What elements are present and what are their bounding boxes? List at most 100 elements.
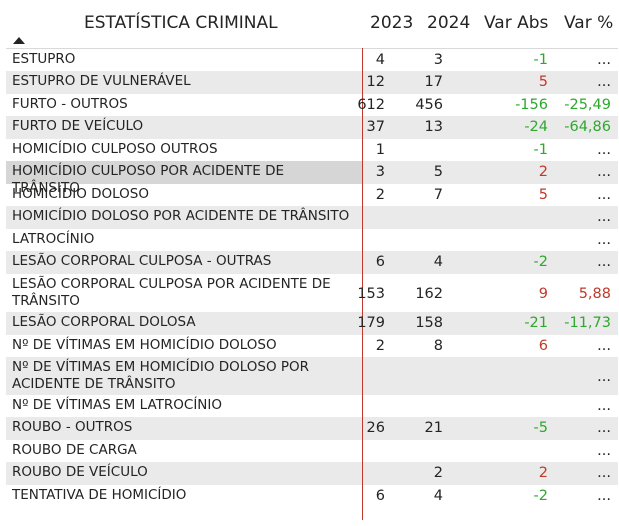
row-2023-value: 153 <box>357 286 385 302</box>
row-2024-value: 21 <box>424 420 443 436</box>
row-2023-value: 12 <box>366 74 385 90</box>
table-row[interactable]: LATROCÍNIO... <box>6 229 618 251</box>
header-col-2024[interactable]: 2024 <box>427 13 471 33</box>
row-category: LATROCÍNIO <box>12 231 95 247</box>
row-2023-value: 179 <box>357 315 385 331</box>
row-var-abs-value: -156 <box>515 97 548 113</box>
row-var-pct-value: -64,86 <box>564 119 611 135</box>
row-category: Nº DE VÍTIMAS EM HOMICÍDIO DOLOSO POR AC… <box>12 359 310 392</box>
row-category: HOMICÍDIO CULPOSO POR ACIDENTE DE TRÂNSI… <box>12 163 285 196</box>
row-var-pct-value: -25,49 <box>564 97 611 113</box>
row-2023-value: 2 <box>375 338 385 354</box>
row-var-abs-value: -21 <box>524 315 548 331</box>
table-row[interactable]: HOMICÍDIO DOLOSO 2 7 5... <box>6 184 618 206</box>
row-category: ROUBO DE CARGA <box>12 442 137 458</box>
table-row[interactable]: HOMICÍDIO DOLOSO POR ACIDENTE DE TRÂNSIT… <box>6 206 618 229</box>
table-row[interactable]: Nº DE VÍTIMAS EM HOMICÍDIO DOLOSO POR AC… <box>6 357 618 395</box>
row-2024-value: 8 <box>433 338 443 354</box>
row-var-pct-value: 5,88 <box>578 286 611 302</box>
row-var-pct-value: ... <box>597 232 611 248</box>
row-var-pct-value: ... <box>597 398 611 414</box>
row-2023-value: 6 <box>375 254 385 270</box>
row-category: TENTATIVA DE HOMICÍDIO <box>12 487 187 503</box>
table-row[interactable]: HOMICÍDIO CULPOSO POR ACIDENTE DE TRÂNSI… <box>6 161 618 196</box>
row-2024-value: 4 <box>433 254 443 270</box>
sort-ascending-icon[interactable] <box>13 37 25 44</box>
table-row[interactable]: TENTATIVA DE HOMICÍDIO 6 4 -2... <box>6 485 618 507</box>
row-2024-value: 5 <box>433 164 443 180</box>
row-var-abs-value: -24 <box>524 119 548 135</box>
row-var-pct-value: ... <box>597 369 611 385</box>
table-row[interactable]: ROUBO DE VEÍCULO 2 2... <box>6 462 618 485</box>
table-row[interactable]: LESÃO CORPORAL CULPOSA - OUTRAS 6 4 -2... <box>6 251 618 274</box>
row-var-abs-value: -2 <box>533 488 548 504</box>
row-var-abs-value: 2 <box>538 465 548 481</box>
header-col-var-abs[interactable]: Var Abs <box>484 13 549 33</box>
table-row[interactable]: FURTO DE VEÍCULO 37 13 -24 -64,86 <box>6 116 618 139</box>
row-category: LESÃO CORPORAL DOLOSA <box>12 314 196 330</box>
row-var-pct-value: ... <box>597 74 611 90</box>
row-category: FURTO - OUTROS <box>12 96 128 112</box>
header-title[interactable]: ESTATÍSTICA CRIMINAL <box>84 13 278 33</box>
row-var-pct-value: ... <box>597 164 611 180</box>
row-2024-value: 7 <box>433 187 443 203</box>
table-row[interactable]: LESÃO CORPORAL CULPOSA POR ACIDENTE DE T… <box>6 274 618 312</box>
table-row[interactable]: HOMICÍDIO CULPOSO OUTROS 1 -1... <box>6 139 618 161</box>
row-category: Nº DE VÍTIMAS EM HOMICÍDIO DOLOSO <box>12 337 277 353</box>
table-row[interactable]: Nº DE VÍTIMAS EM LATROCÍNIO... <box>6 395 618 417</box>
row-2024-value: 13 <box>424 119 443 135</box>
header-col-2023[interactable]: 2023 <box>370 13 414 33</box>
row-var-abs-value: -5 <box>533 420 548 436</box>
table-row[interactable]: LESÃO CORPORAL DOLOSA 179 158 -21 -11,73 <box>6 312 618 335</box>
crime-statistics-table: ESTATÍSTICA CRIMINAL 2023 2024 Var Abs V… <box>6 4 618 520</box>
row-var-pct-value: ... <box>597 443 611 459</box>
row-var-abs-value: -1 <box>533 52 548 68</box>
table-row[interactable]: ROUBO DE CARGA... <box>6 440 618 462</box>
row-2023-value: 6 <box>375 488 385 504</box>
header-col-var-pct[interactable]: Var % <box>564 13 614 33</box>
row-var-pct-value: ... <box>597 488 611 504</box>
row-var-abs-value: -2 <box>533 254 548 270</box>
row-category: HOMICÍDIO DOLOSO POR ACIDENTE DE TRÂNSIT… <box>12 208 350 224</box>
row-2023-value: 4 <box>375 52 385 68</box>
table-row[interactable]: ESTUPRO DE VULNERÁVEL 12 17 5... <box>6 71 618 94</box>
row-2023-value: 37 <box>366 119 385 135</box>
row-2024-value: 4 <box>433 488 443 504</box>
row-var-abs-value: 5 <box>538 187 548 203</box>
column-divider <box>362 48 363 520</box>
table-row[interactable]: Nº DE VÍTIMAS EM HOMICÍDIO DOLOSO 2 8 6... <box>6 335 618 357</box>
row-category: LESÃO CORPORAL CULPOSA - OUTRAS <box>12 253 272 269</box>
row-category: ROUBO DE VEÍCULO <box>12 464 148 480</box>
row-var-pct-value: ... <box>597 254 611 270</box>
row-2023-value: 1 <box>375 142 385 158</box>
row-2024-value: 158 <box>415 315 443 331</box>
row-var-abs-value: -1 <box>533 142 548 158</box>
row-category: Nº DE VÍTIMAS EM LATROCÍNIO <box>12 397 223 413</box>
row-2023-value: 2 <box>375 187 385 203</box>
row-var-pct-value: ... <box>597 209 611 225</box>
table-row[interactable]: ROUBO - OUTROS 26 21 -5... <box>6 417 618 440</box>
row-var-pct-value: ... <box>597 420 611 436</box>
row-2023-value: 3 <box>375 164 385 180</box>
row-2024-value: 17 <box>424 74 443 90</box>
row-var-pct-value: ... <box>597 187 611 203</box>
row-2024-value: 2 <box>433 465 443 481</box>
row-category: HOMICÍDIO CULPOSO OUTROS <box>12 141 218 157</box>
row-var-pct-value: ... <box>597 142 611 158</box>
row-var-abs-value: 2 <box>538 164 548 180</box>
row-2024-value: 456 <box>415 97 443 113</box>
row-var-abs-value: 9 <box>538 286 548 302</box>
table-row[interactable]: ESTUPRO 4 3 -1... <box>6 49 618 71</box>
row-category: ESTUPRO <box>12 51 76 67</box>
table-row[interactable]: FURTO - OUTROS 612 456 -156 -25,49 <box>6 94 618 116</box>
row-2024-value: 162 <box>415 286 443 302</box>
row-var-abs-value: 5 <box>538 74 548 90</box>
row-category: ROUBO - OUTROS <box>12 419 133 435</box>
row-category: HOMICÍDIO DOLOSO <box>12 186 149 202</box>
row-category: LESÃO CORPORAL CULPOSA POR ACIDENTE DE T… <box>12 276 331 309</box>
row-var-pct-value: ... <box>597 338 611 354</box>
row-var-pct-value: -11,73 <box>564 315 611 331</box>
row-var-pct-value: ... <box>597 52 611 68</box>
row-2024-value: 3 <box>433 52 443 68</box>
row-2023-value: 612 <box>357 97 385 113</box>
